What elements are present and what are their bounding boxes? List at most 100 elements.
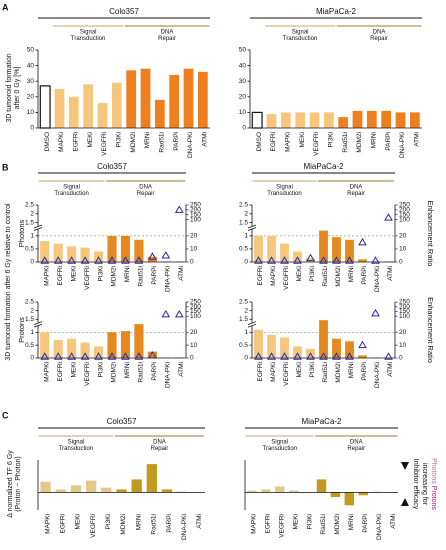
x-tick-label: MDM2i — [335, 266, 342, 287]
x-tick-label: PARPi — [385, 132, 392, 151]
side-label: Photons — [17, 219, 26, 247]
enhancement-marker — [40, 352, 50, 360]
bar — [275, 486, 285, 493]
bar — [70, 485, 82, 493]
bar — [295, 112, 306, 128]
y-tick-label: 1 — [30, 233, 34, 240]
x-tick-label: PI3Ki — [309, 266, 316, 282]
bar — [366, 110, 377, 128]
y2-tick-label: 250 — [190, 202, 201, 209]
y-tick-label: 1.5 — [239, 316, 248, 323]
group-label: Repair — [347, 191, 365, 197]
enhancement-marker — [134, 256, 144, 264]
y-tick-label: 2 — [30, 211, 34, 218]
x-tick-label: VEGFRi — [84, 362, 91, 386]
axis-break — [248, 322, 256, 326]
y2-tick-label: 0 — [399, 355, 403, 362]
x-tick-label: MAPKi — [43, 362, 50, 382]
enhancement-marker — [80, 256, 90, 264]
y2-tick-label: 150 — [190, 211, 201, 218]
group-label: Transduction — [267, 191, 301, 197]
bar — [53, 243, 63, 262]
enhancement-marker — [384, 213, 393, 221]
x-tick-label: VEGFRi — [313, 132, 320, 156]
bar — [316, 479, 327, 493]
bar — [107, 235, 117, 262]
bar — [280, 243, 289, 262]
enhancement-marker — [293, 352, 302, 360]
enhancement-marker — [254, 352, 263, 360]
y2-tick-label: 200 — [399, 207, 410, 214]
x-tick-label: DMSO — [44, 132, 51, 152]
enhancement-marker — [174, 309, 184, 318]
bar — [83, 84, 94, 128]
x-tick-label: VEGFRi — [283, 266, 290, 290]
y2-tick-label: 20 — [399, 233, 407, 240]
enhancement-marker — [319, 256, 328, 264]
y-tick-label: 2.5 — [25, 299, 34, 306]
y-tick-label: 0 — [30, 355, 34, 362]
x-tick-label: DNA-PKi — [376, 514, 383, 540]
bar — [358, 259, 367, 262]
x-tick-label: VEGFRi — [278, 514, 285, 538]
y-tick-label: 20 — [27, 94, 35, 101]
y2-tick-label: 150 — [190, 308, 201, 315]
x-tick-label: MEKi — [70, 266, 77, 282]
axis-break-mark — [247, 321, 257, 328]
x-tick-label: ATMi — [196, 514, 203, 529]
y2-tick-label: 10 — [190, 246, 198, 253]
x-tick-label: MEKi — [292, 514, 299, 530]
y2-tick-label: 250 — [190, 299, 201, 306]
y-tick-label: 2.5 — [239, 202, 248, 209]
enhancement-marker — [306, 352, 315, 360]
bar — [67, 246, 77, 262]
group-label: Transduction — [263, 446, 297, 452]
x-tick-label: DNA-PKi — [187, 132, 194, 158]
x-tick-label: PARPi — [361, 266, 368, 285]
axis-break — [248, 226, 256, 230]
y2-tick-label: 150 — [399, 211, 410, 218]
x-tick-label: MRNi — [124, 266, 131, 282]
panel-letter: B — [2, 162, 9, 172]
bar — [183, 68, 194, 128]
x-tick-label: MAPKi — [251, 514, 258, 534]
y-tick-label: 0 — [244, 355, 248, 362]
enhancement-marker — [53, 256, 63, 264]
side-note: Inhibitor efficacy — [412, 459, 419, 510]
x-tick-label: MEKi — [299, 132, 306, 148]
bar — [332, 237, 341, 262]
x-tick-label: MAPKi — [270, 362, 277, 382]
y-tick-label: 0 — [30, 259, 34, 266]
group-label: Signal — [276, 185, 293, 191]
x-tick-label: MRNi — [124, 362, 131, 378]
x-tick-label: ATMi — [202, 132, 209, 147]
y-tick-label: 0.5 — [239, 342, 248, 349]
bar — [131, 479, 142, 493]
y-tick-label: 1 — [244, 329, 248, 336]
x-tick-label: ATMi — [390, 514, 397, 529]
x-tick-label: MEKi — [75, 514, 82, 530]
bar — [345, 341, 354, 358]
bar — [40, 241, 50, 262]
x-tick-label: MRNi — [348, 362, 355, 378]
enhancement-marker — [280, 352, 289, 360]
y-axis-label: (Proton − Photon) — [15, 456, 22, 511]
y-tick-label: 2.5 — [239, 299, 248, 306]
x-tick-label: PI3Ki — [306, 514, 313, 530]
y2-tick-label: 100 — [399, 313, 410, 320]
y-tick-label: 0 — [30, 125, 34, 132]
x-tick-label: MEKi — [70, 362, 77, 378]
x-tick-label: PARPi — [151, 362, 158, 381]
bar — [169, 74, 180, 128]
group-label: DNA — [350, 185, 363, 191]
side-note-photons: Photons — [430, 458, 437, 484]
group-label: Transduction — [71, 36, 105, 42]
side-note: increasing for — [421, 463, 428, 506]
bar — [85, 480, 97, 493]
y-tick-label: 2 — [244, 307, 248, 314]
y-tick-label: 0 — [242, 125, 246, 132]
group-label: Signal — [63, 185, 80, 191]
enhancement-marker — [267, 352, 276, 360]
group-label: DNA — [161, 30, 174, 36]
x-tick-label: Rad51i — [151, 514, 158, 535]
